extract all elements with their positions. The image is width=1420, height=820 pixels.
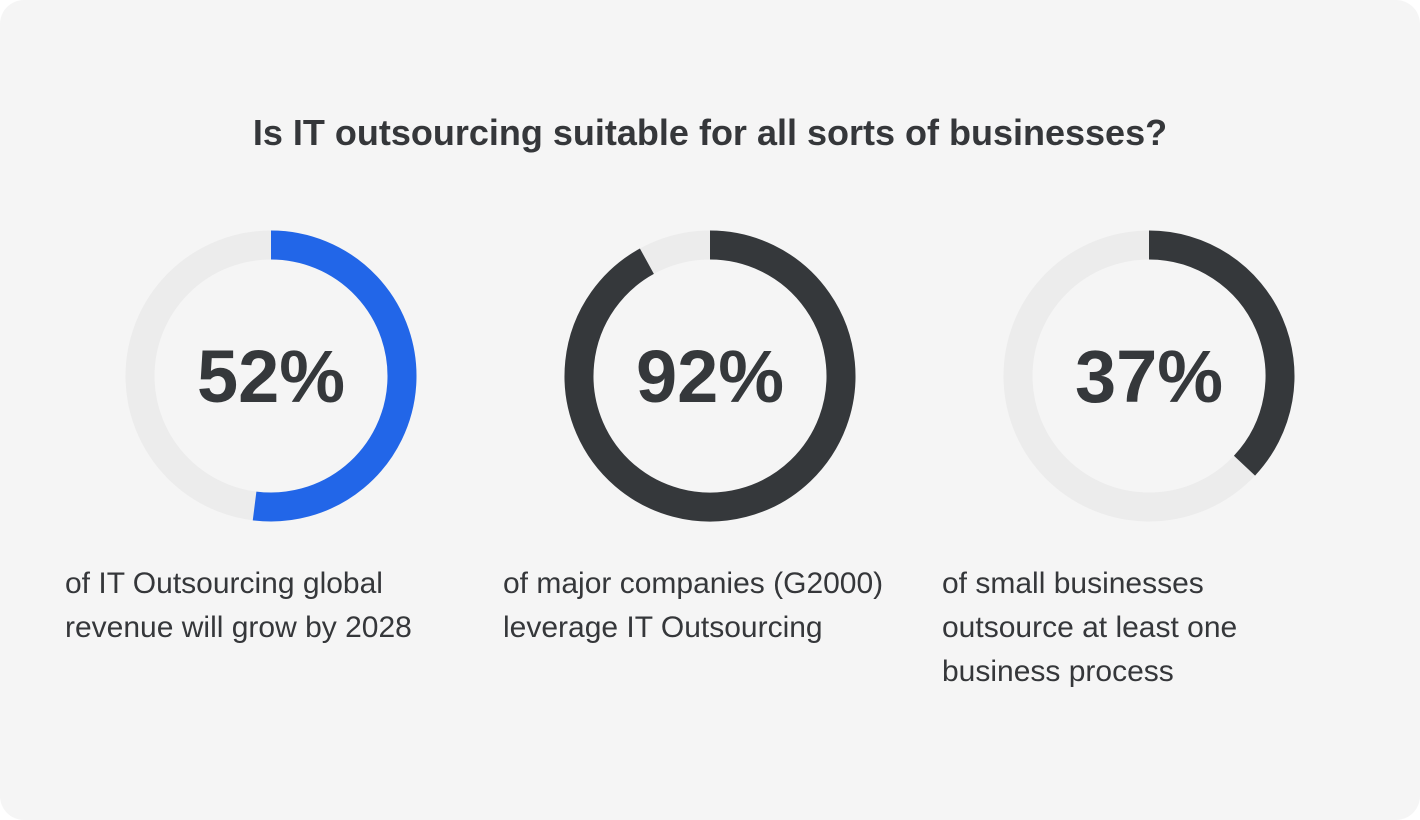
donut-description: of small businesses outsource at least on…	[942, 562, 1322, 694]
donut-value-label: 52%	[197, 335, 345, 418]
description-line: of small businesses	[942, 567, 1204, 600]
description-line: of IT Outsourcing global	[65, 567, 383, 600]
description-line: revenue will grow by 2028	[65, 611, 412, 644]
donut-arc	[564, 230, 856, 522]
donut-description: of major companies (G2000) leverage IT Ou…	[503, 562, 883, 650]
donut-value-label: 37%	[1075, 335, 1223, 418]
description-line: of major companies (G2000)	[503, 567, 884, 600]
description-line: outsource at least one	[942, 611, 1238, 644]
donut-arc	[252, 230, 417, 522]
chart-title: Is IT outsourcing suitable for all sorts…	[252, 112, 1168, 153]
description-line: business process	[942, 655, 1174, 688]
donut-description: of IT Outsourcing global revenue will gro…	[65, 562, 445, 650]
donut-value-label: 92%	[636, 335, 784, 418]
donut-arc	[1148, 230, 1295, 476]
description-line: leverage IT Outsourcing	[503, 611, 823, 644]
